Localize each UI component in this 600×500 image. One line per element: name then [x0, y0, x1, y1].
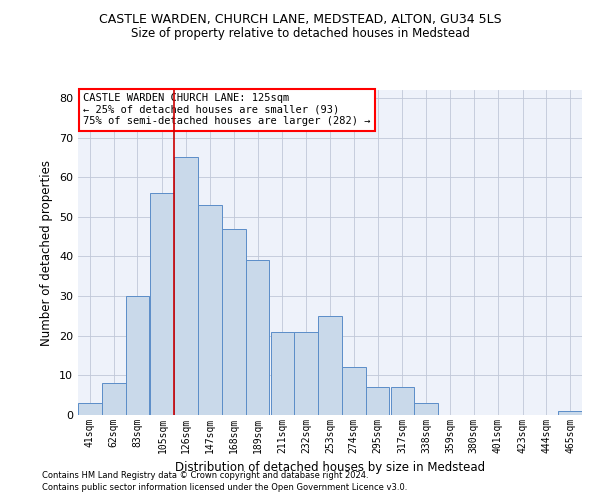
Bar	[391, 388, 415, 415]
Bar	[222, 228, 245, 415]
Text: Contains HM Land Registry data © Crown copyright and database right 2024.: Contains HM Land Registry data © Crown c…	[42, 470, 368, 480]
Bar	[198, 205, 222, 415]
Bar	[245, 260, 269, 415]
Bar	[151, 193, 174, 415]
Bar	[102, 384, 125, 415]
Bar	[125, 296, 149, 415]
Bar	[295, 332, 318, 415]
Y-axis label: Number of detached properties: Number of detached properties	[40, 160, 53, 346]
Bar	[415, 403, 438, 415]
Bar	[318, 316, 342, 415]
Bar	[558, 411, 582, 415]
Bar	[271, 332, 295, 415]
Text: CASTLE WARDEN CHURCH LANE: 125sqm
← 25% of detached houses are smaller (93)
75% : CASTLE WARDEN CHURCH LANE: 125sqm ← 25% …	[83, 93, 371, 126]
Bar	[78, 403, 102, 415]
Text: Contains public sector information licensed under the Open Government Licence v3: Contains public sector information licen…	[42, 483, 407, 492]
Bar	[365, 388, 389, 415]
Text: Size of property relative to detached houses in Medstead: Size of property relative to detached ho…	[131, 28, 469, 40]
Bar	[342, 368, 365, 415]
Bar	[174, 158, 198, 415]
Text: CASTLE WARDEN, CHURCH LANE, MEDSTEAD, ALTON, GU34 5LS: CASTLE WARDEN, CHURCH LANE, MEDSTEAD, AL…	[98, 12, 502, 26]
X-axis label: Distribution of detached houses by size in Medstead: Distribution of detached houses by size …	[175, 462, 485, 474]
